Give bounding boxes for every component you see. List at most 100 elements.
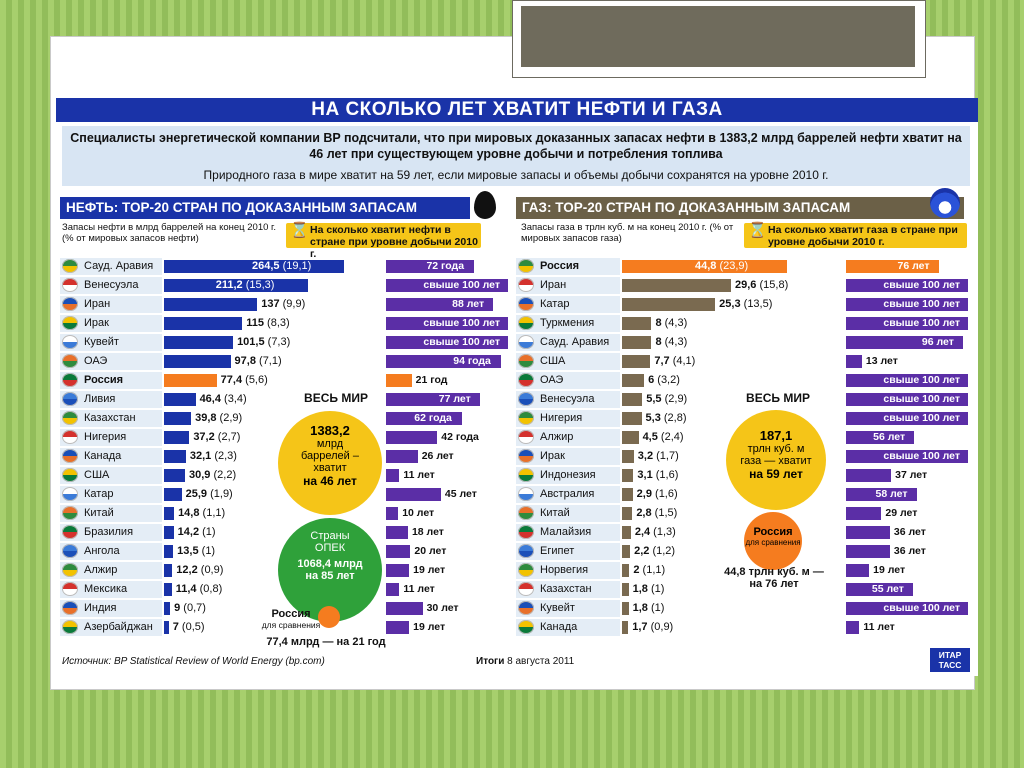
- oil-reserve-bar: [164, 279, 308, 292]
- gas-row-stripe: [516, 524, 620, 541]
- gas-row-stripe: [516, 448, 620, 465]
- gas-reserve-percent: (4,3): [661, 336, 688, 348]
- oil-reserve-bar: [164, 621, 169, 634]
- oil-reserve-number: 137: [261, 298, 280, 310]
- oil-country-name: Нигерия: [84, 431, 127, 443]
- oil-years-label: 72 года: [426, 260, 465, 272]
- oil-reserve-percent: (9,9): [279, 298, 306, 310]
- gas-years-label: 96 лет: [921, 336, 954, 348]
- oil-reserve-number: 7: [172, 621, 179, 633]
- gas-row: Венесуэла 5,5 (2,9) свыше 100 лет: [516, 391, 971, 408]
- gas-russia-circle: Россия для сравнения: [744, 512, 802, 570]
- opec-circle: Страны ОПЕК 1068,4 млрд на 85 лет: [278, 518, 382, 622]
- gas-reserve-bar: [622, 583, 629, 596]
- source-note: Источник: BP Statistical Review of World…: [62, 656, 325, 667]
- oil-row: Китай 14,8 (1,1) 10 лет: [60, 505, 490, 522]
- infographic-title: НА СКОЛЬКО ЛЕТ ХВАТИТ НЕФТИ И ГАЗА: [56, 98, 978, 122]
- oil-years-label: 62 года: [414, 412, 452, 424]
- flag-icon: [62, 430, 78, 444]
- oil-reserve-number: 9: [174, 602, 181, 614]
- gas-years-bar: [846, 412, 968, 425]
- oil-years-bar: [386, 526, 408, 539]
- oil-years-bar: [386, 393, 480, 406]
- oil-reserve-value: 264,5 (19,1): [252, 260, 311, 272]
- oil-reserve-percent: (0,5): [178, 621, 205, 633]
- oil-reserve-percent: (3,4): [220, 393, 247, 405]
- gas-reserve-number: 2,4: [634, 526, 651, 538]
- gas-years-label: 13 лет: [865, 355, 898, 367]
- gas-years-bar: [846, 507, 882, 520]
- oil-russia-value: 77,4 млрд — на 21 год: [266, 636, 386, 648]
- gas-years-bar: [846, 374, 968, 387]
- gas-row: Туркмения 8 (4,3) свыше 100 лет: [516, 315, 971, 332]
- oil-reserve-value: 101,5 (7,3): [237, 336, 290, 348]
- opec-years: на 85 лет: [305, 570, 355, 582]
- gas-country-name: Венесуэла: [540, 393, 595, 405]
- oil-reserve-number: 37,2: [193, 431, 215, 443]
- gas-years-label: свыше 100 лет: [883, 279, 960, 291]
- gas-reserve-value: 6 (3,2): [648, 374, 680, 386]
- gas-reserve-percent: (0,9): [647, 621, 674, 633]
- gas-country-name: США: [540, 355, 566, 367]
- oil-reserve-value: 32,1 (2,3): [190, 450, 237, 462]
- gas-reserve-bar: [622, 526, 631, 539]
- flag-icon: [518, 487, 534, 501]
- oil-country-name: Индия: [84, 602, 117, 614]
- oil-years-bar: [386, 488, 441, 501]
- gas-reserve-number: 2,2: [634, 545, 650, 557]
- gas-country-name: Сауд. Аравия: [540, 336, 610, 348]
- gas-reserve-number: 4,5: [642, 431, 658, 443]
- gas-years-bar: [846, 298, 968, 311]
- oil-russia-label: Россия: [271, 608, 311, 620]
- gas-years-bar: [846, 450, 968, 463]
- flag-icon: [518, 620, 534, 634]
- gas-row: Сауд. Аравия 8 (4,3) 96 лет: [516, 334, 971, 351]
- oil-row: Ирак 115 (8,3) свыше 100 лет: [60, 315, 508, 332]
- oil-russia-sub: для сравнения: [261, 620, 321, 630]
- flag-icon: [518, 563, 534, 577]
- oil-reserve-bar: [164, 260, 344, 273]
- oil-world-value: 1383,2: [310, 423, 350, 438]
- gas-row-stripe: [516, 258, 620, 275]
- gas-reserve-bar: [622, 488, 633, 501]
- gas-row: Нигерия 5,3 (2,8) свыше 100 лет: [516, 410, 971, 427]
- oil-row: Ливия 46,4 (3,4) 77 лет: [60, 391, 490, 408]
- oil-country-name: Казахстан: [84, 412, 136, 424]
- flag-icon: [518, 278, 534, 292]
- gas-years-label: свыше 100 лет: [883, 393, 960, 405]
- gas-row: США 7,7 (4,1) 13 лет: [516, 353, 971, 370]
- flag-icon: [62, 468, 78, 482]
- gas-row: Австралия 2,9 (1,6) 58 лет: [516, 486, 971, 503]
- oil-row: Кувейт 101,5 (7,3) свыше 100 лет: [60, 334, 508, 351]
- oil-reserve-percent: (1,1): [199, 507, 226, 519]
- oil-country-name: Кувейт: [84, 336, 119, 348]
- oil-reserve-value: 37,2 (2,7): [193, 431, 240, 443]
- gas-row-stripe: [516, 372, 620, 389]
- oil-years-label: 45 лет: [444, 488, 477, 500]
- gas-years-bar: [846, 355, 862, 368]
- oil-country-name: Ливия: [84, 393, 116, 405]
- flag-icon: [518, 468, 534, 482]
- hourglass-icon: ⌛: [748, 222, 767, 239]
- oil-drop-icon: [474, 191, 496, 219]
- oil-country-name: Китай: [84, 507, 114, 519]
- oil-years-bar: [386, 564, 410, 577]
- oil-years-label: свыше 100 лет: [423, 336, 500, 348]
- gas-world-text: газа — хватит: [740, 455, 812, 467]
- oil-country-name: Ангола: [84, 545, 120, 557]
- gas-reserve-value: 8 (4,3): [655, 336, 687, 348]
- oil-reserve-percent: (1): [198, 545, 216, 557]
- oil-years-label: 19 лет: [413, 564, 446, 576]
- gas-row-stripe: [516, 505, 620, 522]
- oil-row-stripe: [60, 486, 162, 503]
- gas-reserve-number: 5,5: [646, 393, 662, 405]
- gas-years-bar: [846, 469, 892, 482]
- oil-country-name: Мексика: [84, 583, 128, 595]
- oil-row: Алжир 12,2 (0,9) 19 лет: [60, 562, 490, 579]
- gas-reserve-percent: (4,3): [661, 317, 688, 329]
- oil-years-bar: [386, 450, 418, 463]
- oil-country-name: Иран: [84, 298, 111, 310]
- gas-row-stripe: [516, 467, 620, 484]
- gas-reserves-column-header: Запасы газа в трлн куб. м на конец 2010 …: [521, 222, 734, 244]
- oil-reserve-number: 14,8: [178, 507, 200, 519]
